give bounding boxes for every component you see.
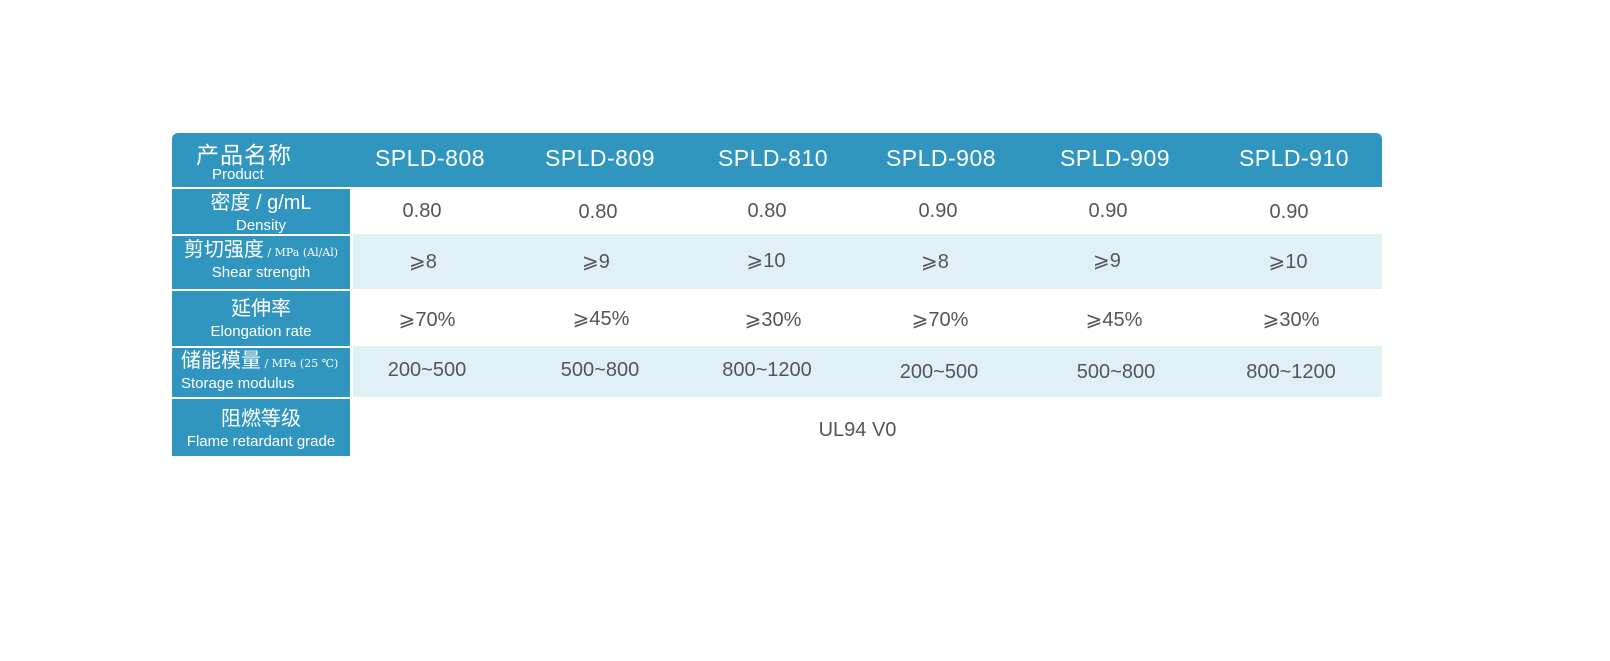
- table-cell: 200~500: [899, 361, 979, 383]
- table-cell: 0.80: [578, 201, 618, 223]
- table-cell: 0.80: [747, 200, 787, 222]
- row-label-storage-modulus: 储能模量 / MPa (25 ℃) Storage modulus: [172, 346, 350, 397]
- table-row: 延伸率 Elongation rate ⩾70% ⩾45% ⩾30% ⩾70% …: [172, 289, 1382, 346]
- table-cell: 500~800: [1076, 361, 1156, 383]
- table-cell: ⩾30%: [1262, 309, 1320, 331]
- table-cell: ⩾45%: [572, 308, 630, 330]
- row-label-cn: 延伸率: [231, 298, 291, 320]
- model-name: SPLD-908: [885, 145, 997, 171]
- table-cell: 0.90: [1088, 200, 1128, 222]
- table-cell: ⩾10: [746, 250, 786, 272]
- row-label-elongation: 延伸率 Elongation rate: [172, 289, 350, 346]
- table-row: 阻燃等级 Flame retardant grade UL94 V0: [172, 397, 1382, 456]
- row-label-density: 密度 / g/mL Density: [172, 187, 350, 234]
- table-cell: ⩾70%: [398, 309, 456, 331]
- row-label-en: Shear strength: [211, 264, 311, 281]
- table-cell-merged: UL94 V0: [818, 419, 897, 441]
- row-values: ⩾8 ⩾9 ⩾10 ⩾8 ⩾9 ⩾10: [353, 234, 1382, 289]
- table-cell: 0.80: [402, 200, 442, 222]
- table-cell: 0.90: [1269, 201, 1309, 223]
- row-values: ⩾70% ⩾45% ⩾30% ⩾70% ⩾45% ⩾30%: [353, 289, 1382, 346]
- table-row: 剪切强度 / MPa (Al/Al) Shear strength ⩾8 ⩾9 …: [172, 234, 1382, 289]
- row-label-cn: 剪切强度 / MPa (Al/Al): [183, 239, 339, 261]
- table-header: 产品名称 Product SPLD-808 SPLD-809 SPLD-810 …: [172, 133, 1382, 187]
- table-cell: 800~1200: [722, 359, 812, 381]
- product-header-cell: 产品名称 Product: [172, 133, 350, 187]
- table-cell: ⩾30%: [744, 309, 802, 331]
- table-cell: 200~500: [387, 359, 467, 381]
- spec-table: 产品名称 Product SPLD-808 SPLD-809 SPLD-810 …: [172, 133, 1382, 456]
- row-label-en: Flame retardant grade: [186, 433, 336, 450]
- row-label-cn: 储能模量 / MPa (25 ℃): [181, 350, 339, 372]
- table-cell: 0.90: [918, 200, 958, 222]
- model-name: SPLD-809: [544, 145, 656, 171]
- table-cell: 500~800: [560, 359, 640, 381]
- row-label-cn: 阻燃等级: [221, 408, 301, 430]
- row-label-shear-strength: 剪切强度 / MPa (Al/Al) Shear strength: [172, 234, 350, 289]
- product-label-en: Product: [212, 166, 264, 183]
- model-name: SPLD-909: [1059, 145, 1171, 171]
- table-cell: ⩾8: [409, 251, 437, 273]
- table-cell: ⩾9: [582, 251, 610, 273]
- table-cell: ⩾10: [1268, 251, 1308, 273]
- table-row: 储能模量 / MPa (25 ℃) Storage modulus 200~50…: [172, 346, 1382, 397]
- row-values: UL94 V0: [353, 397, 1382, 456]
- row-label-en: Storage modulus: [181, 375, 295, 392]
- table-cell: ⩾8: [921, 251, 949, 273]
- row-label-cn: 密度 / g/mL: [210, 192, 312, 214]
- row-values: 0.80 0.80 0.80 0.90 0.90 0.90: [353, 187, 1382, 234]
- table-cell: ⩾70%: [911, 309, 969, 331]
- row-label-flame-retardant: 阻燃等级 Flame retardant grade: [172, 397, 350, 456]
- row-label-en: Density: [235, 217, 287, 234]
- table-cell: 800~1200: [1246, 361, 1336, 383]
- product-label-cn: 产品名称: [196, 142, 292, 168]
- model-name: SPLD-910: [1238, 145, 1350, 171]
- table-row: 密度 / g/mL Density 0.80 0.80 0.80 0.90 0.…: [172, 187, 1382, 234]
- table-cell: ⩾45%: [1085, 309, 1143, 331]
- row-values: 200~500 500~800 800~1200 200~500 500~800…: [353, 346, 1382, 397]
- row-label-en: Elongation rate: [210, 323, 312, 340]
- model-name: SPLD-810: [717, 145, 829, 171]
- model-name: SPLD-808: [374, 145, 486, 171]
- table-cell: ⩾9: [1093, 250, 1121, 272]
